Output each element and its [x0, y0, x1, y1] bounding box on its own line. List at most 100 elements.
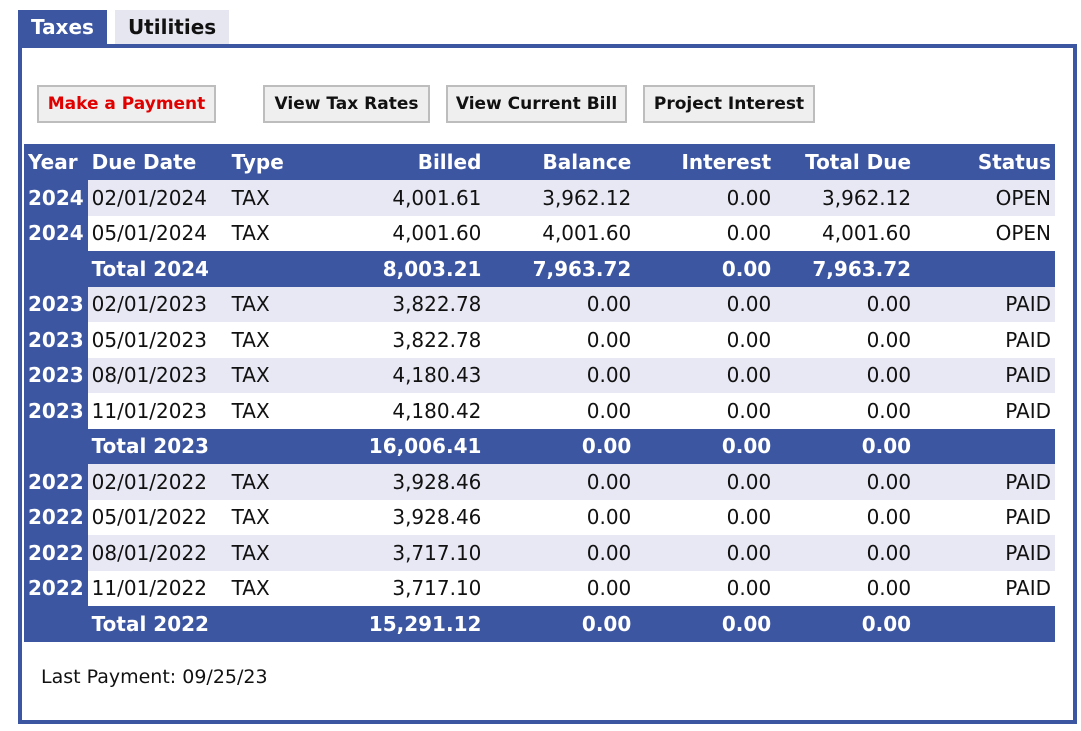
tax-table-body: 2024 02/01/2024 TAX 4,001.61 3,962.12 0.00 3,9… — [24, 180, 1055, 642]
total-billed: 16,006.41 — [312, 428, 486, 464]
column-header-year: Year — [24, 144, 88, 180]
due-date-cell: 02/01/2023 — [87, 286, 228, 322]
total-balance: 0.00 — [485, 606, 636, 642]
billed-cell: 4,180.43 — [312, 357, 486, 393]
interest-cell: 0.00 — [635, 499, 776, 535]
total-due-cell: 4,001.60 — [775, 215, 916, 251]
type-cell: TAX — [227, 286, 313, 322]
table-row: 2022 08/01/2022 TAX 3,717.10 0.00 0.00 0.00 PAI… — [24, 535, 1055, 571]
year-cell: 2024 — [24, 215, 88, 251]
type-cell: TAX — [227, 570, 313, 606]
status-cell: PAID — [915, 357, 1055, 393]
year-cell: 2023 — [24, 322, 88, 358]
status-cell: PAID — [915, 322, 1055, 358]
billed-cell: 3,928.46 — [312, 499, 486, 535]
make-payment-button[interactable]: Make a Payment — [37, 85, 216, 123]
total-due-cell: 3,962.12 — [775, 180, 916, 216]
table-row: 2022 02/01/2022 TAX 3,928.46 0.00 0.00 0.00 PAI… — [24, 464, 1055, 500]
tab-taxes[interactable]: Taxes — [18, 10, 107, 44]
interest-cell: 0.00 — [635, 322, 776, 358]
tax-history-table: Year Due Date Type Billed Balance Intere… — [24, 144, 1055, 642]
status-cell: OPEN — [915, 215, 1055, 251]
tab-utilities[interactable]: Utilities — [114, 10, 230, 44]
status-cell: PAID — [915, 499, 1055, 535]
type-cell: TAX — [227, 393, 313, 429]
total-interest: 0.00 — [635, 251, 776, 287]
total-label: Total 2022 — [87, 606, 228, 642]
table-row: 2022 11/01/2022 TAX 3,717.10 0.00 0.00 0.00 PAI… — [24, 570, 1055, 606]
billed-cell: 3,717.10 — [312, 570, 486, 606]
total-due-cell: 0.00 — [775, 535, 916, 571]
due-date-cell: 05/01/2022 — [87, 499, 228, 535]
due-date-cell: 05/01/2024 — [87, 215, 228, 251]
total-year-cell — [24, 606, 88, 642]
project-interest-button[interactable]: Project Interest — [643, 85, 815, 123]
type-cell: TAX — [227, 180, 313, 216]
interest-cell: 0.00 — [635, 393, 776, 429]
total-due-cell: 0.00 — [775, 570, 916, 606]
total-total-due: 0.00 — [775, 606, 916, 642]
total-billed: 15,291.12 — [312, 606, 486, 642]
billed-cell: 3,717.10 — [312, 535, 486, 571]
total-billed: 8,003.21 — [312, 251, 486, 287]
due-date-cell: 11/01/2022 — [87, 570, 228, 606]
total-status-cell — [915, 428, 1055, 464]
total-total-due: 7,963.72 — [775, 251, 916, 287]
balance-cell: 0.00 — [485, 464, 636, 500]
billed-cell: 4,001.60 — [312, 215, 486, 251]
column-header-status: Status — [915, 144, 1055, 180]
total-due-cell: 0.00 — [775, 393, 916, 429]
interest-cell: 0.00 — [635, 357, 776, 393]
view-tax-rates-button[interactable]: View Tax Rates — [263, 85, 430, 123]
total-interest: 0.00 — [635, 606, 776, 642]
view-current-bill-button[interactable]: View Current Bill — [446, 85, 627, 123]
total-interest: 0.00 — [635, 428, 776, 464]
total-type-cell — [227, 428, 313, 464]
balance-cell: 3,962.12 — [485, 180, 636, 216]
status-cell: PAID — [915, 286, 1055, 322]
column-header-type: Type — [227, 144, 313, 180]
total-balance: 0.00 — [485, 428, 636, 464]
table-row: 2022 05/01/2022 TAX 3,928.46 0.00 0.00 0.00 PAI… — [24, 499, 1055, 535]
year-cell: 2022 — [24, 570, 88, 606]
due-date-cell: 05/01/2023 — [87, 322, 228, 358]
due-date-cell: 02/01/2024 — [87, 180, 228, 216]
total-total-due: 0.00 — [775, 428, 916, 464]
type-cell: TAX — [227, 464, 313, 500]
billed-cell: 3,822.78 — [312, 322, 486, 358]
balance-cell: 0.00 — [485, 286, 636, 322]
year-cell: 2022 — [24, 464, 88, 500]
status-cell: OPEN — [915, 180, 1055, 216]
total-label: Total 2024 — [87, 251, 228, 287]
total-due-cell: 0.00 — [775, 322, 916, 358]
due-date-cell: 08/01/2022 — [87, 535, 228, 571]
type-cell: TAX — [227, 535, 313, 571]
total-row: Total 2022 15,291.12 0.00 0.00 0.00 — [24, 606, 1055, 642]
total-due-cell: 0.00 — [775, 464, 916, 500]
total-row: Total 2024 8,003.21 7,963.72 0.00 7,963.72 — [24, 251, 1055, 287]
interest-cell: 0.00 — [635, 535, 776, 571]
tab-bar: Taxes Utilities — [18, 10, 230, 44]
interest-cell: 0.00 — [635, 570, 776, 606]
column-header-billed: Billed — [312, 144, 486, 180]
status-cell: PAID — [915, 535, 1055, 571]
year-cell: 2023 — [24, 286, 88, 322]
total-due-cell: 0.00 — [775, 286, 916, 322]
due-date-cell: 11/01/2023 — [87, 393, 228, 429]
balance-cell: 0.00 — [485, 570, 636, 606]
balance-cell: 0.00 — [485, 322, 636, 358]
year-cell: 2022 — [24, 535, 88, 571]
year-cell: 2023 — [24, 393, 88, 429]
table-row: 2024 02/01/2024 TAX 4,001.61 3,962.12 0.00 3,9… — [24, 180, 1055, 216]
total-due-cell: 0.00 — [775, 357, 916, 393]
total-type-cell — [227, 251, 313, 287]
year-cell: 2024 — [24, 180, 88, 216]
column-header-interest: Interest — [635, 144, 776, 180]
table-row: 2023 02/01/2023 TAX 3,822.78 0.00 0.00 0.00 PAI… — [24, 286, 1055, 322]
year-cell: 2022 — [24, 499, 88, 535]
table-header-row: Year Due Date Type Billed Balance Intere… — [24, 144, 1055, 180]
total-year-cell — [24, 251, 88, 287]
total-year-cell — [24, 428, 88, 464]
status-cell: PAID — [915, 464, 1055, 500]
status-cell: PAID — [915, 393, 1055, 429]
